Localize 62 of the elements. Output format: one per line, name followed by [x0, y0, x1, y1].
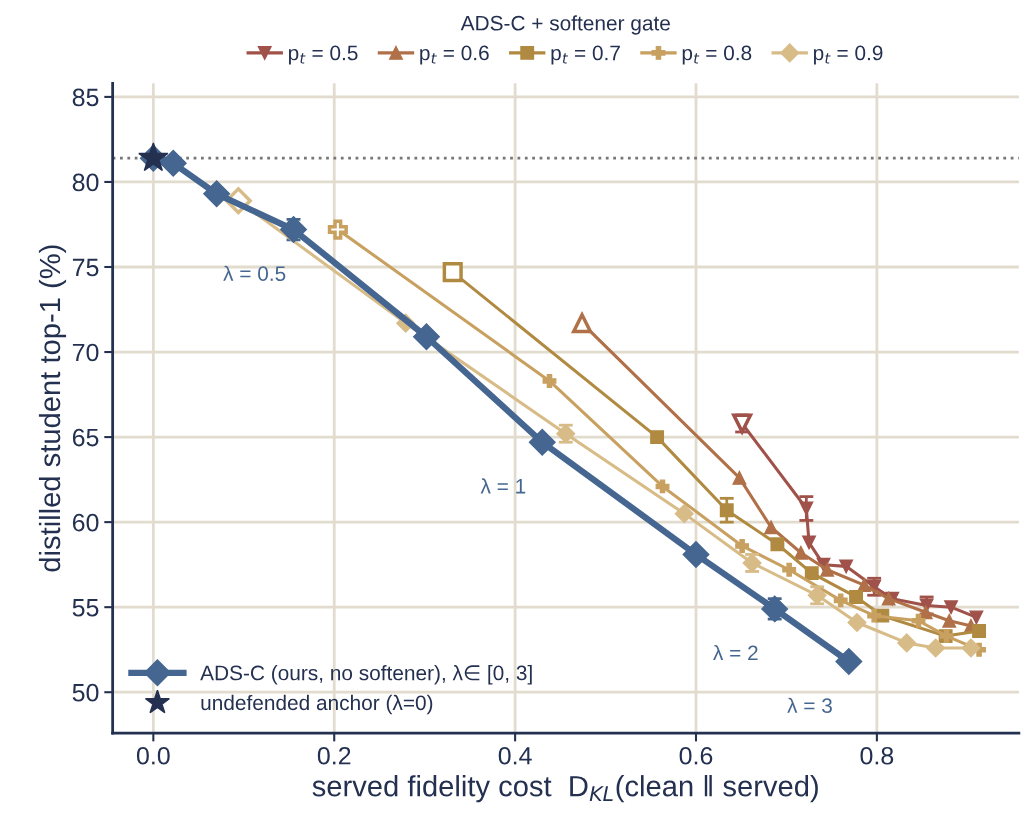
point [881, 591, 896, 606]
point [897, 633, 917, 653]
x-tick-label: 0.8 [860, 746, 894, 765]
point [732, 470, 747, 485]
point [761, 595, 789, 623]
point [911, 613, 926, 628]
point [839, 559, 854, 574]
point [764, 520, 779, 535]
y-axis-title: distilled student top-1 (%) [38, 245, 67, 572]
point [203, 180, 231, 208]
point [542, 374, 557, 388]
annotation: λ = 3 [787, 697, 832, 714]
legend-label: p$_{t}$ = 0.9 [813, 45, 883, 65]
point [682, 540, 710, 568]
x-axis-title: served fidelity cost D$_{KL}$(clean ‖ served) [312, 775, 818, 803]
point [867, 608, 882, 623]
point [655, 479, 670, 494]
point [793, 545, 808, 560]
y-tick-label: 55 [72, 599, 99, 617]
point [833, 593, 848, 608]
point [849, 590, 864, 604]
point [972, 624, 987, 638]
legend-label: p$_{t}$ = 0.6 [420, 45, 489, 65]
x-tick-label: 0.4 [498, 746, 532, 765]
point [782, 562, 797, 577]
annotation: λ = 1 [480, 478, 526, 494]
legend-label: ADS-C (ours, no softener), λ∈ [0, 3] [200, 665, 532, 685]
point [770, 537, 785, 552]
point [280, 216, 307, 244]
point [528, 428, 556, 456]
point [820, 562, 835, 577]
y-tick-label: 65 [72, 428, 99, 447]
y-tick-label: 80 [72, 173, 99, 192]
legend-label: p$_{t}$ = 0.7 [551, 45, 620, 65]
y-tick-label: 50 [72, 683, 99, 702]
annotation: λ = 2 [713, 645, 758, 661]
x-tick-label: 0.0 [136, 746, 170, 765]
point [674, 504, 694, 524]
point [650, 430, 665, 445]
point [159, 149, 187, 177]
point [847, 612, 867, 633]
point [735, 538, 750, 553]
point [802, 535, 816, 550]
y-tick-label: 75 [72, 258, 99, 277]
y-tick-label: 60 [72, 513, 99, 532]
legend-label: p$_{t}$ = 0.8 [682, 45, 752, 65]
point [969, 610, 984, 625]
annotation: λ = 0.5 [223, 265, 286, 281]
legend-title: ADS-C + softener gate [460, 15, 670, 35]
point [942, 613, 957, 628]
point [961, 638, 981, 658]
point [835, 648, 863, 676]
legend-label: undefended anchor (λ=0) [201, 694, 433, 715]
legend-label: p$_{t}$ = 0.5 [288, 45, 358, 65]
point [926, 638, 946, 658]
y-tick-label: 70 [72, 343, 99, 362]
y-tick-label: 85 [72, 88, 99, 107]
x-tick-label: 0.6 [679, 746, 713, 765]
point [413, 323, 440, 351]
point [804, 566, 819, 581]
x-tick-label: 0.2 [317, 746, 351, 765]
point [944, 600, 958, 615]
